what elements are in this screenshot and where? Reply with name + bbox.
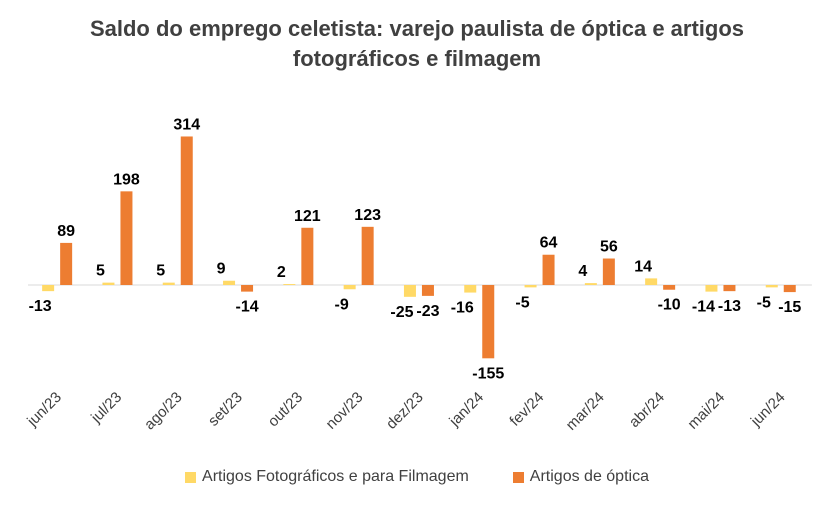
bar-fotograficos-abr-24 xyxy=(645,278,658,285)
data-label-fotograficos-jan-24: -16 xyxy=(451,300,474,317)
data-label-optica-mai-24: -13 xyxy=(718,298,741,315)
bar-optica-jan-24 xyxy=(482,285,495,359)
bar-optica-jun-23 xyxy=(60,242,73,285)
x-tick-label-mar-24: mar/24 xyxy=(563,389,608,434)
data-label-fotograficos-mar-24: 4 xyxy=(578,263,587,280)
bar-optica-jul-23 xyxy=(120,191,133,285)
data-label-fotograficos-ago-23: 5 xyxy=(156,263,165,280)
bar-fotograficos-jun-23 xyxy=(42,285,55,292)
bar-fotograficos-mar-24 xyxy=(584,283,597,285)
data-label-fotograficos-out-23: 2 xyxy=(277,264,286,281)
bar-fotograficos-jul-23 xyxy=(102,282,115,285)
legend-label-optica: Artigos de óptica xyxy=(529,468,649,485)
x-tick-label-jun-24: jun/24 xyxy=(747,389,789,431)
bar-fotograficos-nov-23 xyxy=(343,285,356,290)
x-tick-label-mai-24: mai/24 xyxy=(684,389,728,433)
chart-title-line-1: Saldo do emprego celetista: varejo pauli… xyxy=(89,16,745,41)
data-label-optica-jun-24: -15 xyxy=(778,299,801,316)
bar-optica-nov-23 xyxy=(361,226,374,285)
data-label-fotograficos-set-23: 9 xyxy=(217,261,226,278)
data-label-optica-mar-24: 56 xyxy=(600,239,618,256)
x-tick-label-dez-23: dez/23 xyxy=(383,389,427,433)
bar-optica-out-23 xyxy=(301,227,314,285)
bar-optica-abr-24 xyxy=(663,285,676,290)
bar-optica-set-23 xyxy=(241,285,254,292)
bar-fotograficos-dez-23 xyxy=(403,285,416,297)
legend-item-fotograficos: Artigos Fotográficos e para Filmagem xyxy=(185,468,469,486)
x-tick-label-jan-24: jan/24 xyxy=(445,389,487,431)
data-label-optica-out-23: 121 xyxy=(294,208,321,225)
x-tick-label-jul-23: jul/23 xyxy=(87,389,125,427)
bar-fotograficos-ago-23 xyxy=(162,282,175,285)
bar-optica-fev-24 xyxy=(542,254,555,285)
x-tick-label-nov-23: nov/23 xyxy=(323,389,367,433)
legend-label-fotograficos: Artigos Fotográficos e para Filmagem xyxy=(202,468,469,485)
chart-legend: Artigos Fotográficos e para Filmagem Art… xyxy=(0,468,834,486)
data-label-optica-jan-24: -155 xyxy=(472,365,504,382)
bar-fotograficos-jan-24 xyxy=(464,285,477,293)
x-tick-label-abr-24: abr/24 xyxy=(626,389,668,431)
bar-fotograficos-mai-24 xyxy=(705,285,718,292)
x-tick-label-ago-23: ago/23 xyxy=(141,389,185,433)
data-label-optica-nov-23: 123 xyxy=(354,207,381,224)
chart-title: Saldo do emprego celetista: varejo pauli… xyxy=(0,14,834,74)
bar-optica-dez-23 xyxy=(421,285,434,296)
chart-title-line-2: fotográficos e filmagem xyxy=(292,46,542,71)
bar-optica-mai-24 xyxy=(723,285,736,292)
data-label-fotograficos-jul-23: 5 xyxy=(96,263,105,280)
bar-fotograficos-out-23 xyxy=(283,284,296,285)
bar-optica-jun-24 xyxy=(783,285,796,293)
data-label-fotograficos-mai-24: -14 xyxy=(692,299,715,316)
data-label-fotograficos-dez-23: -25 xyxy=(390,304,413,321)
legend-item-optica: Artigos de óptica xyxy=(512,468,649,486)
bar-fotograficos-fev-24 xyxy=(524,285,537,288)
bar-optica-ago-23 xyxy=(180,136,193,285)
x-tick-label-set-23: set/23 xyxy=(205,389,246,430)
bar-chart: -13 89 jun/23 5 198 jul/23 5 314 ago/23 9 -14 set/2… xyxy=(23,116,812,434)
data-label-optica-abr-24: -10 xyxy=(658,297,681,314)
data-label-optica-jun-23: 89 xyxy=(57,223,75,240)
data-label-optica-ago-23: 314 xyxy=(173,116,200,133)
data-label-fotograficos-jun-23: -13 xyxy=(29,298,52,315)
x-tick-label-fev-24: fev/24 xyxy=(506,389,547,430)
data-label-optica-jul-23: 198 xyxy=(113,171,140,188)
data-label-fotograficos-abr-24: 14 xyxy=(634,258,652,275)
bar-fotograficos-jun-24 xyxy=(765,285,778,288)
data-label-fotograficos-jun-24: -5 xyxy=(757,294,771,311)
x-tick-label-jun-23: jun/23 xyxy=(23,389,65,431)
data-label-optica-fev-24: 64 xyxy=(540,235,558,252)
legend-swatch-optica xyxy=(512,471,524,483)
x-tick-label-out-23: out/23 xyxy=(265,389,307,431)
data-label-optica-set-23: -14 xyxy=(235,299,258,316)
data-label-fotograficos-nov-23: -9 xyxy=(335,296,349,313)
bar-optica-mar-24 xyxy=(602,258,615,285)
legend-swatch-fotograficos xyxy=(185,471,197,483)
data-label-fotograficos-fev-24: -5 xyxy=(515,294,529,311)
bar-fotograficos-set-23 xyxy=(223,280,236,285)
data-label-optica-dez-23: -23 xyxy=(416,303,439,320)
